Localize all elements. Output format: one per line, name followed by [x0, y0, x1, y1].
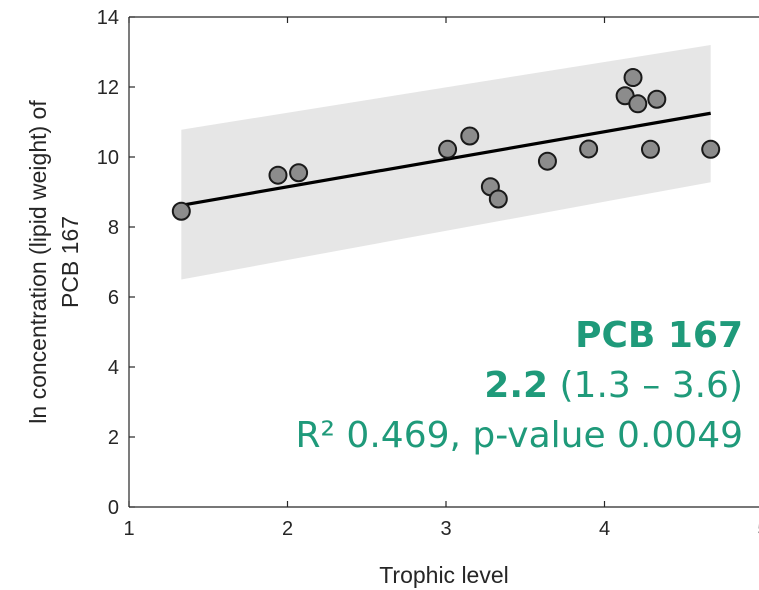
- data-point: [628, 94, 648, 114]
- annotation-slope-line: 2.2 (1.3 – 3.6): [484, 365, 743, 406]
- x-tick-label: 4: [599, 518, 610, 540]
- confidence-band: [181, 45, 711, 280]
- y-axis-label-line2: PCB 167: [57, 216, 83, 308]
- x-ticks: 1 2 3 4 5: [123, 17, 759, 540]
- x-axis-label: Trophic level: [379, 562, 509, 588]
- x-tick-label: 3: [440, 518, 451, 540]
- data-point: [640, 139, 660, 159]
- data-point: [171, 201, 191, 221]
- y-ticks: 0 2 4 6 8 10 12 14: [97, 7, 135, 519]
- data-point: [438, 139, 458, 159]
- data-point: [623, 68, 643, 88]
- y-tick-label: 8: [108, 217, 119, 239]
- fit-line: [181, 111, 711, 207]
- y-tick-label: 10: [97, 147, 119, 169]
- data-point: [289, 163, 309, 183]
- data-point: [647, 89, 667, 109]
- x-tick-label: 2: [282, 518, 293, 540]
- y-tick-label: 4: [108, 357, 119, 379]
- y-tick-label: 2: [108, 427, 119, 449]
- data-point: [488, 189, 508, 209]
- annotation-slope: 2.2: [484, 365, 548, 406]
- annotation-interval: (1.3 – 3.6): [548, 365, 743, 406]
- data-point: [701, 139, 721, 159]
- y-tick-label: 12: [97, 77, 119, 99]
- data-points: [171, 68, 721, 221]
- y-tick-label: 6: [108, 287, 119, 309]
- x-tick-label: 1: [123, 518, 134, 540]
- data-point: [579, 139, 599, 159]
- y-axis-label-line1: ln concentration (lipid weight) of: [25, 100, 51, 424]
- data-point: [460, 126, 480, 146]
- y-tick-label: 14: [97, 7, 119, 29]
- data-point: [537, 151, 557, 171]
- y-tick-label: 0: [108, 497, 119, 519]
- annotation-title: PCB 167: [575, 315, 743, 356]
- annotation-stats: R² 0.469, p-value 0.0049: [296, 415, 743, 456]
- x-tick-label: 5: [757, 518, 759, 540]
- data-point: [268, 165, 288, 185]
